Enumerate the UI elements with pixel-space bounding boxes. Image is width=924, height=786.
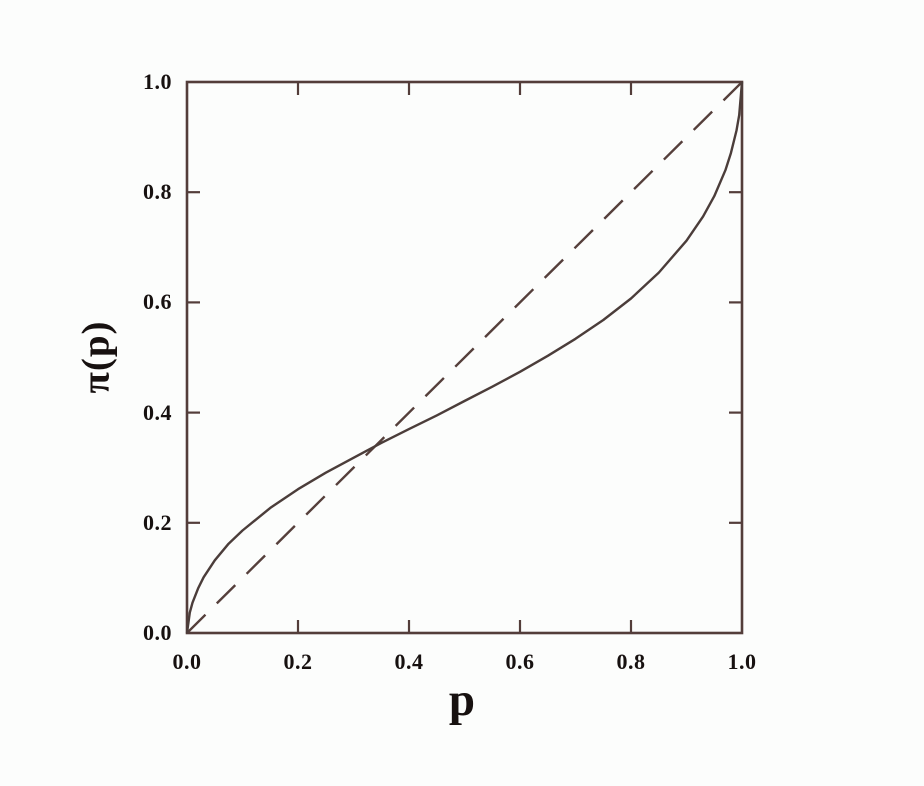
y-tick-label: 0.2 — [143, 509, 172, 535]
x-tick-label: 0.6 — [505, 649, 535, 674]
axis-ticks — [187, 82, 742, 633]
y-axis-label: π(p) — [74, 320, 118, 394]
x-tick-label: 0.2 — [283, 649, 313, 674]
x-tick-label: 0.0 — [172, 649, 202, 674]
probability-weighting-curve — [185, 81, 744, 634]
x-tick-label: 0.4 — [394, 649, 424, 674]
x-axis-label: p — [448, 674, 476, 726]
y-tick-label: 0.4 — [143, 399, 172, 425]
plot-area — [185, 80, 744, 635]
y-tick-label: 1.0 — [143, 69, 172, 94]
identity-diagonal-line — [186, 81, 743, 634]
x-tick-label: 0.8 — [616, 649, 646, 674]
y-tick-label: 0.8 — [143, 179, 172, 205]
y-tick-label: 0.0 — [143, 620, 172, 645]
plot-frame — [185, 80, 744, 635]
y-tick-label: 0.6 — [143, 289, 172, 315]
x-tick-label: 1.0 — [727, 649, 757, 674]
